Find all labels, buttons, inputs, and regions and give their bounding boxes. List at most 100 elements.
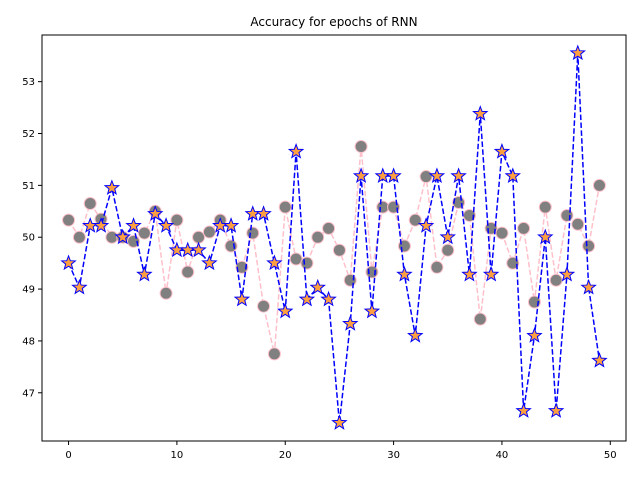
series-1-point	[517, 221, 531, 235]
series-2-point	[558, 265, 576, 282]
y-tick-label: 49	[22, 285, 35, 296]
series-2-point	[396, 265, 413, 282]
series-1-point	[246, 226, 260, 240]
plot-area	[60, 44, 608, 430]
series-2-point	[515, 402, 532, 418]
series-2-point	[114, 228, 131, 245]
series-2-point	[60, 254, 77, 271]
series-1-point	[560, 208, 574, 222]
series-1-point	[137, 226, 151, 240]
x-tick-label: 20	[279, 450, 292, 461]
series-2-point	[298, 290, 316, 307]
series-2-point	[461, 265, 478, 282]
series-2-point	[287, 143, 305, 159]
series-1-point	[592, 178, 606, 192]
series-2-point	[417, 217, 435, 233]
series-1-point	[495, 226, 509, 240]
series-1-point	[62, 213, 76, 227]
series-1-point	[83, 197, 97, 211]
series-2-point	[504, 167, 521, 184]
series-2-point	[385, 167, 402, 184]
series-1-point	[224, 239, 238, 253]
series-2-point	[320, 290, 337, 307]
series-2-point	[547, 402, 565, 418]
x-tick-label: 10	[171, 450, 184, 461]
series-1-point	[549, 273, 563, 287]
series-1-point	[181, 265, 195, 279]
series-2-point	[190, 241, 207, 258]
series-2-point	[136, 265, 153, 282]
y-tick-label: 51	[22, 181, 35, 192]
series-1-point	[257, 299, 271, 313]
y-tick-label: 47	[22, 388, 35, 399]
series-2-point	[482, 265, 500, 282]
series-1-point	[582, 239, 596, 253]
series-2-point	[147, 205, 164, 221]
series-2-point	[255, 205, 272, 221]
series-2-point	[407, 327, 424, 343]
series-1-point	[300, 256, 314, 270]
series-2-point	[537, 228, 554, 245]
series-2	[60, 44, 608, 430]
series-2-point	[331, 414, 348, 430]
y-tick-label: 50	[22, 233, 35, 244]
axes-frame	[41, 34, 627, 442]
series-1-point	[376, 200, 390, 214]
series-2-point	[71, 278, 88, 295]
series-2-point	[569, 44, 586, 61]
series-2-point	[266, 254, 283, 271]
series-1-point	[473, 312, 487, 326]
series-1-point	[159, 286, 173, 300]
series-2-point	[201, 254, 218, 271]
axes: 0 10 20 30 40 50 47 48 49 50 51 52 53	[22, 34, 627, 461]
series-1-point	[105, 230, 119, 244]
series-1-point	[506, 256, 520, 270]
series-1-point	[267, 347, 281, 361]
series-2-point	[103, 179, 121, 195]
x-tick-label: 40	[496, 450, 509, 461]
series-1-point	[538, 200, 552, 214]
series-2-point	[352, 167, 370, 184]
series-2-point	[125, 217, 142, 233]
series-2-point	[277, 302, 294, 319]
series-1	[62, 139, 606, 361]
series-1-point	[441, 243, 455, 257]
y-tick-label: 48	[22, 336, 35, 347]
chart-title: Accuracy for epochs of RNN	[250, 15, 417, 29]
series-2-point	[222, 217, 240, 233]
x-tick-label: 0	[65, 450, 71, 461]
series-1-point	[278, 200, 292, 214]
series-2-point	[526, 327, 543, 343]
series-2-point	[363, 302, 381, 319]
series-1-point	[322, 221, 336, 235]
series-1-point	[170, 213, 184, 227]
series-2-point	[439, 228, 456, 245]
series-2-point	[493, 143, 511, 159]
series-2-point	[309, 278, 326, 295]
series-1-point	[408, 213, 422, 227]
series-2-point	[428, 167, 446, 184]
series-2-point	[472, 105, 489, 121]
series-2-point	[450, 167, 467, 184]
series-2-point	[157, 217, 175, 233]
series-2-point	[342, 315, 359, 331]
series-1-point	[571, 217, 585, 231]
series-1-point	[72, 230, 86, 244]
series-1-point	[235, 260, 249, 274]
series-1-point	[354, 139, 368, 153]
series-1-point	[430, 260, 444, 274]
series-1-point	[419, 170, 433, 184]
series-2-point	[92, 217, 110, 233]
x-tick-label: 50	[604, 450, 617, 461]
series-1-point	[202, 225, 216, 239]
series-1-point	[311, 230, 325, 244]
series-1-point	[289, 252, 303, 266]
series-2-point	[233, 290, 251, 307]
y-tick-label: 52	[22, 129, 35, 140]
x-tick-label: 30	[387, 450, 400, 461]
series-1-point	[332, 243, 346, 257]
series-1-point	[365, 265, 379, 279]
y-tick-label: 53	[22, 77, 35, 88]
series-2-point	[580, 278, 597, 295]
